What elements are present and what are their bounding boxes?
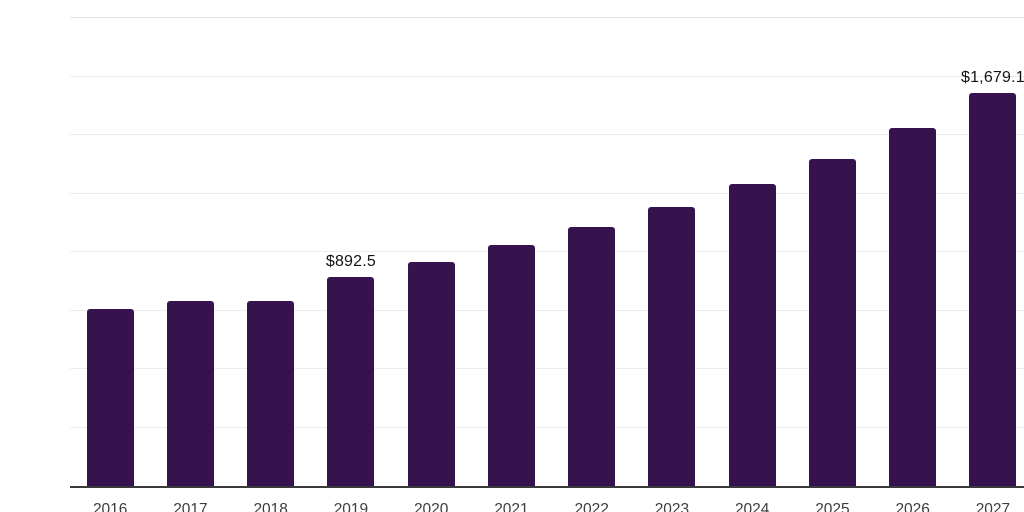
gridline-1250 <box>70 192 1024 194</box>
x-tick-label-2022: 2022 <box>574 501 609 512</box>
x-tick-label-2016: 2016 <box>92 501 128 512</box>
data-label-2019: $892.5 <box>325 253 376 271</box>
x-tick-label-2026: 2026 <box>895 501 930 512</box>
bar-2017 <box>166 300 214 486</box>
x-tick-label-2024: 2024 <box>734 501 770 512</box>
gridline-2000 <box>70 17 1024 18</box>
gridline-1000 <box>70 251 1024 252</box>
bar-2021 <box>487 245 535 486</box>
x-tick-label-2020: 2020 <box>413 501 449 512</box>
gridline-500 <box>70 368 1024 369</box>
bar-2019 <box>327 277 375 486</box>
bar-2027 <box>969 93 1017 486</box>
plot-area: $892.5 $1,679.1 <box>70 17 1024 488</box>
gridline-1750 <box>70 75 1024 77</box>
x-tick-label-2023: 2023 <box>654 501 690 512</box>
x-tick-label-2021: 2021 <box>494 501 529 512</box>
x-tick-label-2025: 2025 <box>815 501 850 512</box>
x-axis-labels: 2016 2017 2018 2019 2020 2021 2022 2023 2024 2025… <box>70 501 1024 512</box>
bar-2024 <box>728 184 776 486</box>
bar-2025 <box>808 159 856 486</box>
bar-chart: $892.5 $1,679.1 2016 2017 2018 2019 2020 2021 2… <box>40 16 1024 512</box>
bar-2018 <box>247 301 295 486</box>
gridline-750 <box>70 309 1024 311</box>
gridline-250 <box>70 426 1024 428</box>
bar-2016 <box>86 308 134 486</box>
bar-2023 <box>648 207 696 486</box>
gridline-1500 <box>70 134 1024 135</box>
bar-2020 <box>407 261 455 486</box>
bar-2022 <box>568 226 616 486</box>
x-tick-label-2027: 2027 <box>975 501 1011 512</box>
data-label-2027: $1,679.1 <box>960 69 1024 87</box>
bar-2026 <box>889 127 937 486</box>
x-tick-label-2017: 2017 <box>173 501 208 512</box>
x-tick-label-2019: 2019 <box>333 501 369 512</box>
x-tick-label-2018: 2018 <box>253 501 288 512</box>
